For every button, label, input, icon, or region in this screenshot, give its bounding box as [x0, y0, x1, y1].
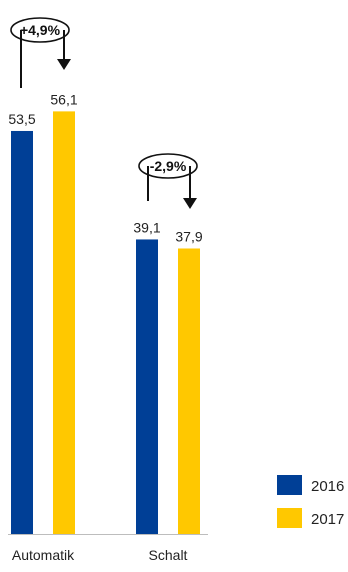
category-label: Schalt [149, 547, 188, 563]
change-bubble [10, 17, 70, 43]
change-label: -2,9% [150, 158, 187, 174]
legend-label: 2016 [311, 478, 344, 495]
bar-schalt-2017 [178, 248, 200, 534]
change-bubble [138, 153, 198, 179]
value-label: 37,9 [175, 228, 202, 244]
value-label: 39,1 [133, 219, 160, 235]
bar-automatik-2017 [53, 111, 75, 534]
bar-schalt-2016 [136, 239, 158, 535]
legend-swatch-2017 [277, 508, 302, 528]
value-label: 53,5 [8, 111, 35, 127]
legend-label: 2017 [311, 511, 344, 528]
category-label: Automatik [12, 547, 75, 563]
bar-automatik-2016 [11, 130, 33, 534]
change-label: +4,9% [20, 22, 61, 38]
change-arrow-head [183, 198, 197, 209]
change-arrow-head [57, 59, 71, 70]
value-label: 56,1 [50, 91, 77, 107]
legend-swatch-2016 [277, 475, 302, 495]
